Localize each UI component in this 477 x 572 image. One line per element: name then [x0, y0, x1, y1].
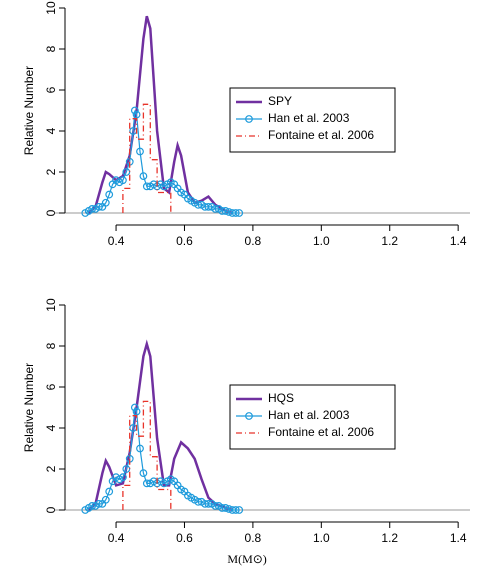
x-tick-label: 1.4: [450, 531, 467, 545]
legend-box: [229, 384, 396, 450]
legend-marker: [245, 412, 253, 420]
data-point: [105, 190, 114, 199]
data-point: [211, 502, 220, 510]
x-tick-label: 1.2: [381, 531, 398, 545]
data-point: [130, 403, 139, 412]
x-axis-label: M(M⊙): [227, 552, 266, 566]
y-tick-label: 0: [44, 209, 58, 216]
series-line: [87, 339, 233, 512]
series-line: [122, 103, 172, 213]
data-point: [88, 204, 97, 213]
data-point: [95, 499, 103, 508]
data-point: [105, 487, 114, 496]
data-point: [194, 200, 203, 209]
data-point: [118, 176, 127, 185]
y-axis-label: Relative Number: [22, 66, 36, 155]
data-point: [130, 106, 139, 115]
data-point: [221, 504, 230, 512]
data-point: [122, 465, 131, 473]
y-tick-label: 8: [44, 45, 58, 52]
x-tick-label: 1.0: [313, 531, 330, 545]
y-axis-label: Relative Number: [22, 363, 36, 452]
data-point: [136, 444, 144, 453]
data-point: [235, 506, 244, 514]
legend-label: SPY: [268, 94, 292, 108]
y-tick-label: 0: [44, 506, 58, 513]
x-tick-label: 0.6: [176, 234, 193, 248]
legend-label: Fontaine et al. 2006: [268, 425, 374, 439]
data-point: [204, 499, 213, 508]
data-point: [118, 473, 127, 482]
data-point: [122, 168, 131, 176]
data-point: [231, 209, 240, 217]
data-point: [132, 110, 141, 119]
y-tick-label: 4: [44, 424, 58, 431]
data-point: [136, 147, 144, 156]
y-tick-label: 10: [44, 298, 58, 312]
data-point: [101, 495, 110, 504]
x-tick-label: 1.2: [381, 234, 398, 248]
y-tick-label: 6: [44, 86, 58, 93]
y-tick-label: 4: [44, 127, 58, 134]
data-point: [221, 207, 230, 215]
x-tick-label: 0.8: [245, 531, 262, 545]
series-line: [122, 400, 172, 510]
legend-label: Fontaine et al. 2006: [268, 128, 374, 142]
legend-label: Han et al. 2003: [268, 408, 350, 422]
x-tick-label: 0.8: [245, 234, 262, 248]
data-point: [139, 172, 148, 181]
data-point: [211, 204, 220, 213]
data-point: [235, 209, 244, 217]
data-point: [95, 202, 103, 211]
data-point: [139, 469, 148, 478]
data-point: [231, 506, 240, 514]
legend-label: Han et al. 2003: [268, 111, 350, 125]
legend-box: [229, 87, 396, 153]
data-point: [204, 202, 213, 211]
data-point: [142, 182, 151, 191]
data-point: [194, 497, 203, 506]
data-point: [101, 198, 110, 207]
y-tick-label: 2: [44, 465, 58, 472]
x-tick-label: 0.6: [176, 531, 193, 545]
data-point: [142, 479, 151, 488]
y-tick-label: 2: [44, 168, 58, 175]
y-tick-label: 8: [44, 342, 58, 349]
y-tick-label: 10: [44, 1, 58, 15]
x-tick-label: 1.4: [450, 234, 467, 248]
data-point: [88, 502, 97, 510]
x-tick-label: 0.4: [108, 234, 125, 248]
x-tick-label: 0.4: [108, 531, 125, 545]
x-tick-label: 1.0: [313, 234, 330, 248]
y-tick-label: 6: [44, 383, 58, 390]
data-point: [132, 407, 141, 416]
legend-label: HQS: [268, 391, 294, 405]
series-line: [87, 15, 233, 215]
legend-marker: [245, 115, 253, 123]
